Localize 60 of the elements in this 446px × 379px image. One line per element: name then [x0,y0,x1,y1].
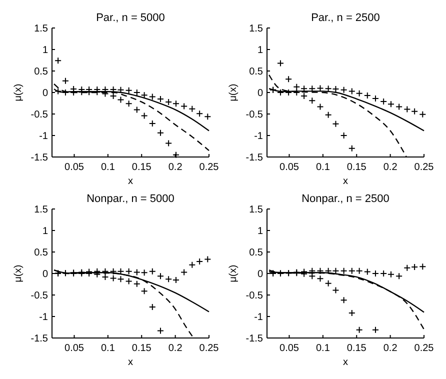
x-tick-label: 0.1 [100,162,116,173]
x-tick-label: 0.05 [64,162,84,173]
x-tick-label: 0.25 [414,343,434,354]
y-tick-label: 1.5 [249,204,264,216]
y-tick-label: 1.5 [34,204,48,216]
x-tick-label: 0.1 [316,162,330,173]
x-tick-label: 0.1 [316,343,330,354]
x-tick-label: 0.1 [100,343,116,354]
chart-title: Nonpar., n = 2500 [302,193,390,205]
x-axis-title: x [128,176,133,187]
x-tick-label: 0.25 [414,162,434,173]
y-axis-title: μ(x) [228,264,239,282]
y-tick-label: 0.5 [34,248,48,258]
x-tick-label: 0.25 [199,343,220,354]
chart-title: Nonpar., n = 5000 [86,193,174,205]
y-tick-label: -0.5 [30,290,48,302]
y-tick-label: -1.5 [246,152,264,164]
y-tick-label: -1.5 [246,334,264,344]
chart-title: Par., n = 2500 [311,12,380,24]
y-tick-label: -0.5 [246,290,264,302]
x-tick-label: 0.2 [168,162,183,173]
y-tick-label: 1 [257,226,264,237]
y-tick-label: 0.5 [249,248,264,258]
x-axis-title: x [128,357,133,368]
y-axis-title: μ(x) [228,84,239,102]
x-axis-title: x [343,176,348,187]
y-tick-label: -0.5 [30,110,48,120]
x-tick-label: 0.2 [383,162,398,173]
x-tick-label: 0.2 [168,343,183,354]
x-tick-label: 0.15 [346,343,367,354]
y-tick-label: 0 [257,269,264,280]
chart-title: Par., n = 5000 [96,12,165,24]
y-tick-label: 0.5 [249,66,264,78]
y-axis-title: μ(x) [13,84,24,102]
x-tick-label: 0.05 [280,162,300,173]
y-tick-label: 1 [42,45,48,56]
y-tick-label: -1 [39,131,48,142]
x-tick-label: 0.05 [280,343,300,354]
y-tick-label: 1 [42,226,48,237]
x-tick-label: 0.25 [199,162,220,173]
x-tick-label: 0.05 [64,343,84,354]
y-tick-label: -1 [39,312,48,323]
y-tick-label: 1.5 [249,24,264,34]
y-tick-label: 0 [42,269,48,280]
y-tick-label: -1.5 [30,334,48,344]
y-tick-label: 0 [257,88,264,99]
x-tick-label: 0.15 [346,162,367,173]
x-tick-label: 0.15 [132,343,152,354]
y-tick-label: 1 [257,45,264,56]
x-tick-label: 0.2 [383,343,398,354]
y-tick-label: -1.5 [30,152,48,164]
y-tick-label: -1 [254,131,264,142]
y-tick-label: -1 [254,312,264,323]
y-tick-label: 1.5 [34,24,48,34]
y-tick-label: 0 [42,88,48,99]
y-tick-label: -0.5 [246,110,264,120]
y-axis-title: μ(x) [13,264,24,282]
x-axis-title: x [343,357,348,368]
y-tick-label: 0.5 [34,66,48,78]
x-tick-label: 0.15 [132,162,152,173]
